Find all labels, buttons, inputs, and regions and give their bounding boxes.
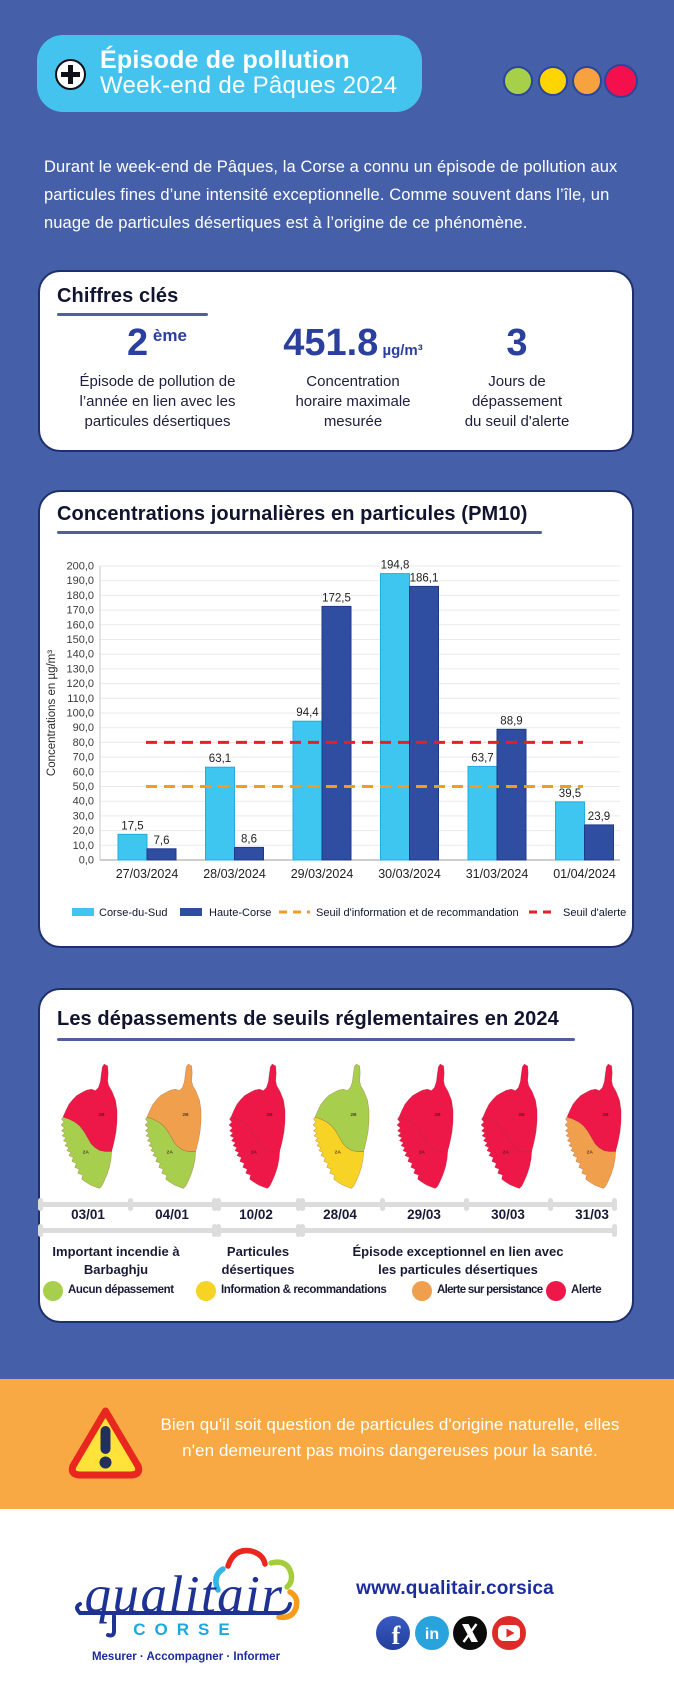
svg-text:88,9: 88,9 [500,715,522,727]
svg-text:01/04/2024: 01/04/2024 [553,867,616,881]
svg-text:Concentrations en µg/m³: Concentrations en µg/m³ [46,650,58,776]
svg-text:Corse-du-Sud: Corse-du-Sud [99,907,167,919]
svg-text:23,9: 23,9 [588,811,610,823]
svg-text:120,0: 120,0 [66,678,94,690]
svg-text:200,0: 200,0 [66,561,94,573]
svg-text:140,0: 140,0 [66,649,94,661]
svg-text:2B: 2B [98,1112,105,1118]
svg-text:CORSE: CORSE [133,1620,238,1639]
svg-text:31/03/2024: 31/03/2024 [466,867,529,881]
svg-text:27/03/2024: 27/03/2024 [116,867,179,881]
svg-text:28/03/2024: 28/03/2024 [203,867,266,881]
svg-text:30,0: 30,0 [73,810,94,822]
svg-text:2A: 2A [167,1150,174,1156]
svg-text:190,0: 190,0 [66,575,94,587]
svg-text:50,0: 50,0 [73,781,94,793]
svg-text:Haute-Corse: Haute-Corse [209,907,271,919]
svg-text:39,5: 39,5 [559,788,581,800]
svg-text:150,0: 150,0 [66,634,94,646]
svg-text:130,0: 130,0 [66,663,94,675]
svg-text:30/03/2024: 30/03/2024 [378,867,441,881]
svg-text:90,0: 90,0 [73,722,94,734]
svg-text:63,1: 63,1 [209,753,231,765]
svg-text:Mesurer · Accompagner · Inform: Mesurer · Accompagner · Informer [92,1651,281,1663]
svg-text:7,6: 7,6 [154,835,170,847]
svg-text:10,0: 10,0 [73,840,94,852]
svg-text:f: f [392,1621,401,1650]
svg-text:170,0: 170,0 [66,605,94,617]
svg-text:2B: 2B [434,1112,441,1118]
svg-text:2B: 2B [602,1112,609,1118]
svg-text:110,0: 110,0 [67,693,94,705]
svg-text:2B: 2B [266,1112,273,1118]
svg-text:29/03/2024: 29/03/2024 [291,867,354,881]
svg-text:Seuil d'information et de reco: Seuil d'information et de recommandation [316,907,519,919]
svg-text:2B: 2B [182,1112,189,1118]
svg-text:Seuil d'alerte: Seuil d'alerte [563,907,626,919]
svg-text:180,0: 180,0 [66,590,94,602]
svg-text:2A: 2A [503,1150,510,1156]
svg-text:2B: 2B [518,1112,525,1118]
svg-text:17,5: 17,5 [121,820,143,832]
svg-text:94,4: 94,4 [296,707,319,719]
svg-text:100,0: 100,0 [66,708,94,720]
svg-text:63,7: 63,7 [471,752,493,764]
svg-text:2A: 2A [83,1150,90,1156]
svg-text:160,0: 160,0 [66,619,94,631]
svg-text:172,5: 172,5 [322,592,351,604]
svg-text:0,0: 0,0 [79,855,94,867]
svg-text:194,8: 194,8 [381,560,410,572]
svg-text:186,1: 186,1 [410,572,439,584]
svg-text:60,0: 60,0 [73,766,94,778]
svg-text:70,0: 70,0 [73,752,94,764]
svg-text:2A: 2A [251,1150,258,1156]
svg-text:8,6: 8,6 [241,833,257,845]
svg-text:20,0: 20,0 [73,825,94,837]
svg-text:2A: 2A [587,1150,594,1156]
svg-text:2A: 2A [419,1150,426,1156]
svg-text:in: in [425,1626,439,1643]
svg-text:2A: 2A [335,1150,342,1156]
svg-text:2B: 2B [350,1112,357,1118]
svg-text:40,0: 40,0 [73,796,94,808]
svg-text:80,0: 80,0 [73,737,94,749]
